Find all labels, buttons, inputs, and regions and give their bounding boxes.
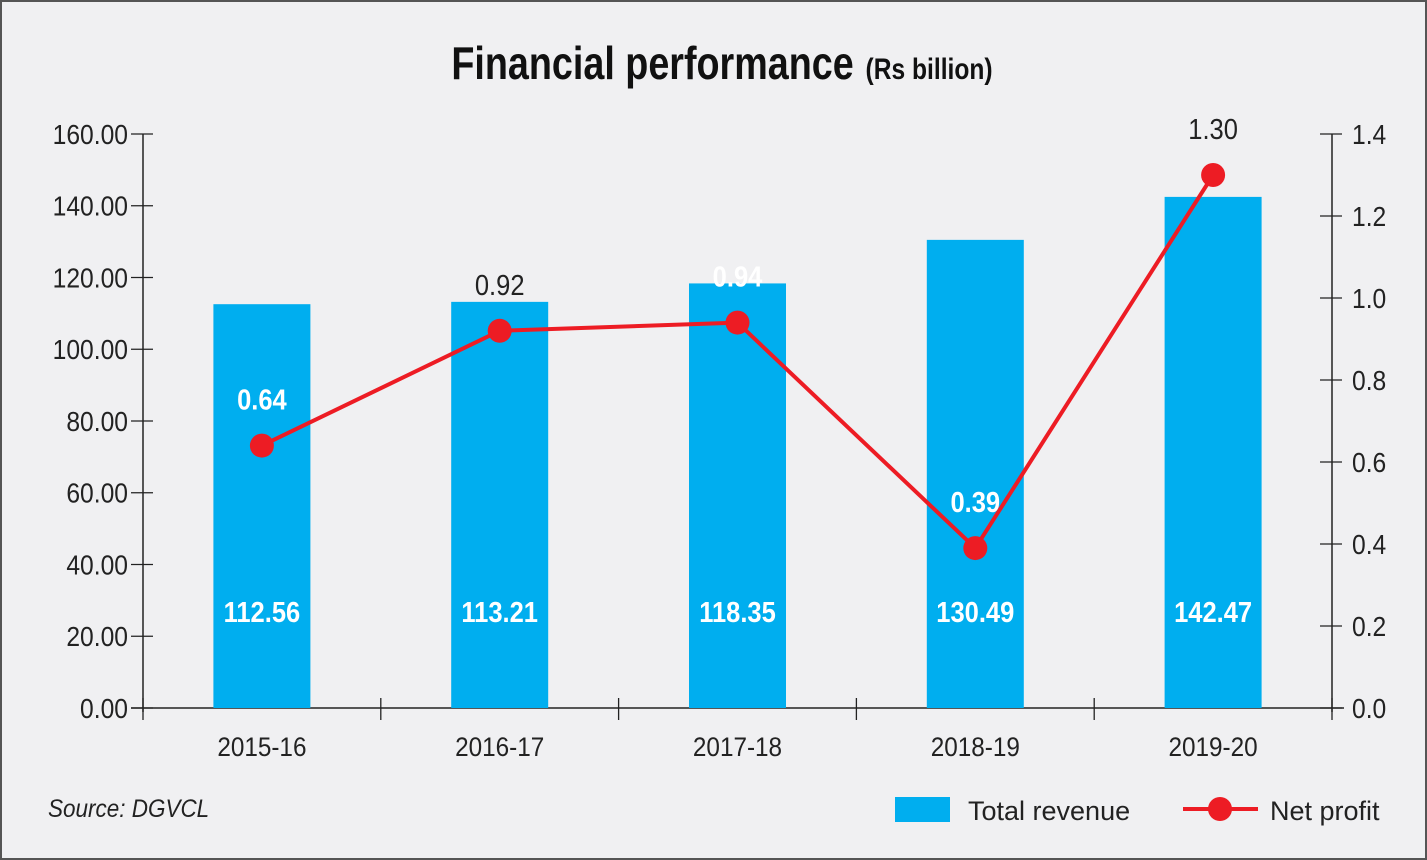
right-tick-label: 1.4: [1352, 119, 1386, 151]
revenue-value-label: 113.21: [461, 595, 538, 628]
right-tick-label: 1.0: [1352, 283, 1386, 315]
net-profit-marker: [249, 433, 274, 458]
net-profit-marker: [1201, 163, 1226, 187]
legend-marker-profit: [1208, 797, 1232, 821]
revenue-value-label: 112.56: [224, 595, 301, 628]
title-unit: (Rs billion): [866, 52, 993, 86]
right-tick-label: 0.4: [1352, 529, 1386, 561]
revenue-value-label: 142.47: [1174, 595, 1252, 628]
left-tick-label: 40.00: [66, 549, 128, 581]
right-tick-label: 0.8: [1352, 365, 1386, 397]
left-tick-label: 160.00: [53, 119, 128, 151]
net-profit-marker: [963, 536, 988, 561]
net-profit-value-label: 0.92: [475, 268, 525, 301]
revenue-value-label: 118.35: [699, 595, 776, 628]
legend: Total revenue Net profit: [895, 796, 1380, 826]
right-tick-label: 0.2: [1352, 611, 1386, 643]
legend-swatch-revenue: [895, 797, 950, 822]
net-profit-value-label: 0.94: [713, 260, 763, 293]
revenue-bar: [1164, 196, 1262, 709]
title-main: Financial performance: [451, 37, 853, 88]
left-tick-label: 100.00: [53, 334, 128, 366]
left-tick-label: 60.00: [66, 477, 128, 509]
net-profit-marker: [487, 318, 512, 343]
x-tick-label: 2016-17: [455, 733, 544, 762]
source-note: Source: DGVCL: [48, 795, 209, 823]
x-tick-label: 2018-19: [931, 733, 1020, 762]
legend-label-revenue: Total revenue: [968, 796, 1130, 826]
left-tick-label: 0.00: [80, 693, 128, 725]
right-tick-label: 1.2: [1352, 201, 1386, 233]
x-tick-label: 2019-20: [1169, 733, 1258, 762]
legend-label-profit: Net profit: [1270, 796, 1380, 826]
x-tick-label: 2017-18: [693, 733, 782, 762]
left-tick-label: 20.00: [66, 621, 128, 653]
revenue-bar: [689, 283, 786, 708]
left-tick-label: 140.00: [53, 190, 128, 222]
net-profit-value-label: 0.39: [950, 486, 1000, 519]
revenue-bar: [451, 301, 549, 708]
net-profit-marker: [725, 310, 750, 335]
net-profit-value-label: 0.64: [237, 383, 287, 416]
right-tick-label: 0.6: [1352, 447, 1386, 479]
chart-title: Financial performance (Rs billion): [451, 37, 992, 88]
revenue-bar: [926, 239, 1024, 708]
x-tick-label: 2015-16: [217, 733, 306, 762]
net-profit-value-label: 1.30: [1188, 112, 1238, 145]
right-tick-label: 0.0: [1352, 693, 1386, 725]
revenue-bar: [213, 304, 311, 708]
revenue-value-label: 130.49: [936, 595, 1014, 628]
left-tick-label: 80.00: [66, 406, 128, 438]
left-tick-label: 120.00: [53, 262, 128, 294]
